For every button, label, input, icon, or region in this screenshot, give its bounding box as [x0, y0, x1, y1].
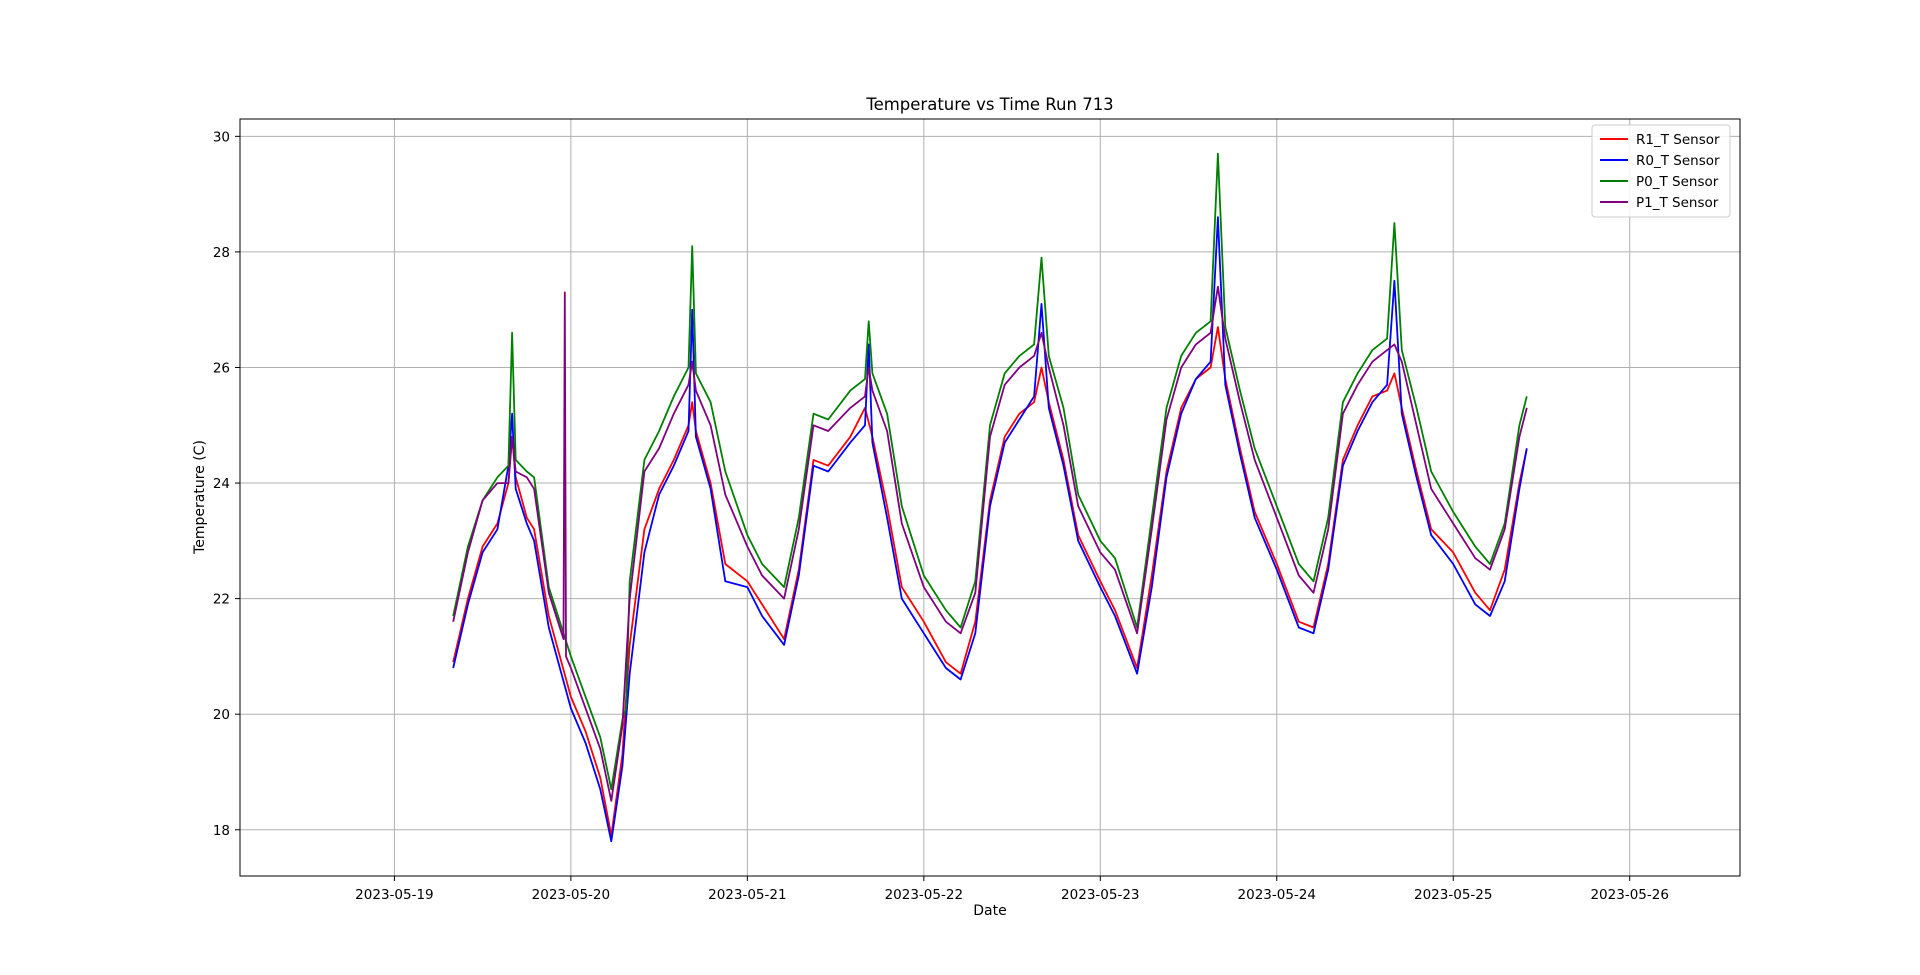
legend: R1_T Sensor R0_T Sensor P0_T Sensor P1_T Se… — [1591, 124, 1731, 218]
legend-label-r0-t-sensor: R0_T Sensor — [1636, 153, 1720, 169]
x-axis-label: Date — [973, 903, 1006, 919]
legend-box — [1591, 124, 1731, 218]
y-tick-label: 26 — [213, 360, 230, 376]
plot-frame — [239, 118, 1741, 877]
y-tick-label: 22 — [213, 592, 230, 608]
y-tick-label: 20 — [213, 707, 230, 723]
series-line-p0-t-sensor — [452, 152, 1528, 791]
y-tick-label: 28 — [213, 245, 230, 261]
series-line-r1-t-sensor — [452, 326, 1528, 837]
series-line-p1-t-sensor — [452, 285, 1528, 802]
y-tick-label: 30 — [213, 129, 230, 145]
y-axis-label: Temperature (C) — [192, 440, 208, 555]
series-layer — [452, 152, 1528, 843]
legend-label-p1-t-sensor: P1_T Sensor — [1636, 195, 1719, 211]
x-tick-label: 2023-05-25 — [1414, 887, 1492, 903]
tick-layer: 2023-05-19 2023-05-20 2023-05-21 2023-05-22… — [213, 129, 1669, 903]
x-tick-label: 2023-05-24 — [1238, 887, 1316, 903]
series-line-r0-t-sensor — [452, 216, 1528, 843]
x-tick-label: 2023-05-20 — [532, 887, 610, 903]
x-tick-label: 2023-05-26 — [1590, 887, 1668, 903]
legend-label-p0-t-sensor: P0_T Sensor — [1636, 174, 1719, 190]
chart-title: Temperature vs Time Run 713 — [865, 95, 1113, 114]
x-tick-label: 2023-05-22 — [885, 887, 963, 903]
x-tick-label: 2023-05-19 — [355, 887, 433, 903]
grid-layer — [240, 119, 1740, 876]
y-tick-label: 18 — [213, 823, 230, 839]
y-tick-label: 24 — [213, 476, 230, 492]
x-tick-label: 2023-05-21 — [708, 887, 786, 903]
legend-label-r1-t-sensor: R1_T Sensor — [1636, 132, 1720, 148]
x-tick-label: 2023-05-23 — [1061, 887, 1139, 903]
